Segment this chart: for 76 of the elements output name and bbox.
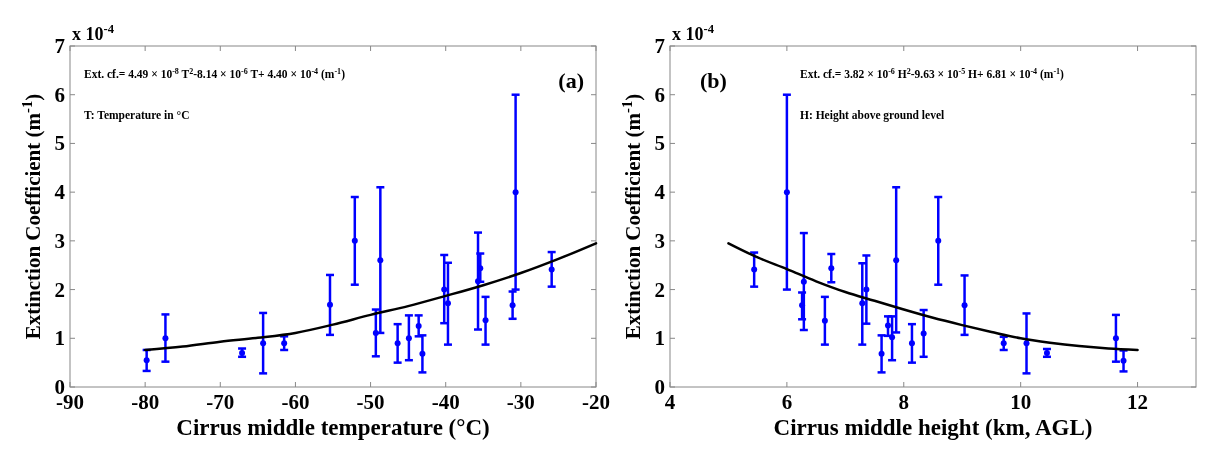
point	[377, 257, 384, 264]
text: Ext. cf.= 3.82 × 10$^{-6}$ H$^{2}$-9.63 × 10$^{-5}$ H+ 6.81 × 10$^{-4}$ (m$^{-1}$)	[800, 66, 1064, 80]
x-tick-label: -70	[206, 390, 235, 414]
point	[783, 189, 790, 196]
x-tick-label: -40	[431, 390, 460, 414]
annotation: T: Temperature in °C	[84, 109, 190, 122]
point	[863, 286, 870, 293]
point	[509, 302, 516, 309]
point	[405, 335, 412, 342]
y-tick-label: 6	[54, 82, 65, 107]
x-tick-label: -30	[506, 390, 535, 414]
point	[1120, 357, 1127, 364]
point	[512, 189, 519, 196]
point	[878, 350, 885, 357]
y-tick-label: 7	[654, 34, 665, 58]
point	[893, 257, 900, 264]
point	[441, 286, 448, 293]
y-tick-label: 1	[654, 326, 665, 351]
point	[372, 329, 379, 336]
point	[326, 301, 333, 308]
point	[908, 340, 915, 347]
point	[1023, 340, 1030, 347]
y-tick-label: 0	[654, 375, 665, 399]
text: x 10$^{-4}$	[672, 22, 715, 44]
point	[143, 357, 150, 364]
point	[281, 340, 288, 347]
y-tick-label: 5	[54, 131, 65, 156]
annotation: (b)	[700, 68, 727, 93]
point	[935, 237, 942, 244]
point	[1112, 335, 1119, 342]
x-axis-title: Cirrus middle height (km, AGL)	[773, 415, 1093, 440]
point	[828, 265, 835, 272]
x-tick-label: -80	[131, 390, 160, 414]
point	[482, 317, 489, 324]
point	[889, 334, 896, 341]
point	[885, 322, 891, 329]
line-series	[143, 242, 598, 352]
x-axis-title: Cirrus middle temperature (°C)	[176, 415, 490, 440]
annotation: (a)	[558, 68, 584, 93]
x-tick-label: 6	[781, 390, 793, 414]
point	[548, 266, 555, 273]
x-tick-label: -50	[356, 390, 385, 414]
point	[351, 237, 358, 244]
y-tick-label: 4	[54, 180, 66, 205]
point	[859, 300, 866, 307]
point	[799, 302, 806, 309]
x-tick-label: 10	[1010, 390, 1032, 414]
annotation: H: Height above ground level	[800, 109, 945, 122]
y-tick-label: 3	[54, 228, 65, 253]
point	[415, 323, 422, 330]
point	[751, 266, 758, 273]
point	[800, 278, 807, 285]
point	[394, 340, 401, 347]
text: x 10$^{-4}$	[72, 22, 115, 44]
x-tick-label: 8	[898, 390, 910, 414]
x-tick-label: -20	[582, 390, 610, 414]
y-tick-label: 2	[54, 277, 65, 302]
x-tick-label: 12	[1127, 390, 1149, 414]
line-series	[727, 242, 1139, 352]
point	[260, 340, 267, 347]
point	[1000, 340, 1007, 347]
point	[821, 317, 828, 324]
y-tick-label: 2	[654, 277, 665, 302]
y-tick-label: 1	[54, 326, 65, 351]
y-tick-label: 4	[654, 180, 666, 205]
y-tick-label: 6	[654, 82, 665, 107]
y-tick-label: 3	[654, 228, 665, 253]
point	[419, 350, 426, 357]
x-tick-label: -60	[281, 390, 310, 414]
point	[162, 335, 169, 342]
y-tick-label: 5	[654, 131, 665, 156]
text: Ext. cf.= 4.49 × 10$^{-8}$ T$^{2}$-8.14 × 10$^{-6}$ T+ 4.40 × 10$^{-4}$ (m$^{-1}$)	[84, 66, 345, 80]
point	[961, 302, 968, 309]
point	[444, 300, 451, 307]
y-tick-label: 7	[54, 34, 65, 58]
point	[920, 330, 927, 337]
